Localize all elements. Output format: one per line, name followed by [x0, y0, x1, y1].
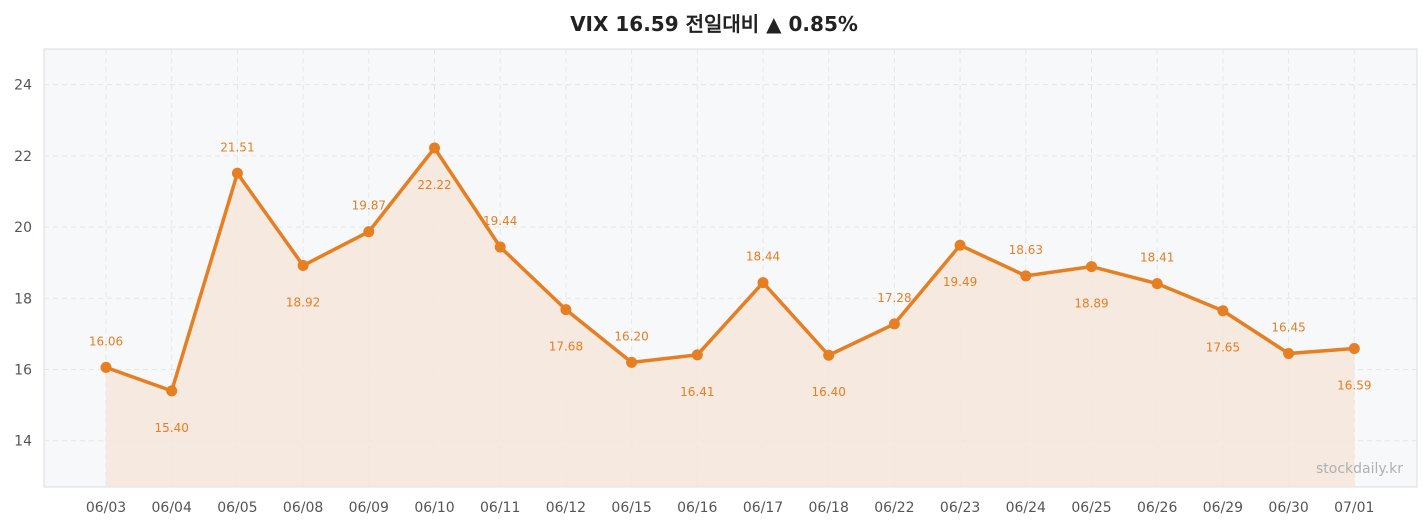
data-point [100, 361, 112, 373]
chart-title: VIX 16.59 전일대비 ▲ 0.85% [570, 12, 858, 36]
x-tick-label: 06/10 [414, 500, 454, 516]
data-point [1217, 305, 1229, 317]
data-point [1151, 278, 1163, 290]
data-label: 21.51 [220, 140, 254, 154]
data-point [231, 167, 243, 179]
x-tick-label: 06/11 [480, 500, 520, 516]
data-label: 16.45 [1271, 320, 1305, 334]
x-tick-label: 06/26 [1137, 500, 1177, 516]
data-label: 22.22 [417, 178, 451, 192]
data-point [954, 239, 966, 251]
data-labels: 16.06 15.40 21.51 18.92 19.87 22.22 19.44 17.68… [89, 140, 1372, 435]
data-label: 16.59 [1337, 378, 1371, 392]
watermark: stockdaily.kr [1316, 461, 1403, 477]
x-tick-label: 07/01 [1334, 500, 1374, 516]
data-label: 17.68 [549, 340, 583, 354]
x-tick-label: 06/08 [283, 500, 323, 516]
y-tick-label: 20 [14, 220, 32, 236]
data-label: 19.44 [483, 214, 517, 228]
data-label: 15.40 [155, 421, 189, 435]
y-tick-label: 22 [14, 149, 32, 165]
x-axis-ticks: 06/03 06/04 06/05 06/08 06/09 06/10 06/11 06/12… [86, 500, 1375, 516]
data-point [626, 356, 638, 368]
x-tick-label: 06/18 [809, 500, 849, 516]
x-tick-label: 06/16 [677, 500, 717, 516]
x-tick-label: 06/04 [152, 500, 192, 516]
x-tick-label: 06/17 [743, 500, 783, 516]
data-point [1348, 342, 1360, 354]
y-axis-ticks: 14 16 18 20 22 24 [14, 78, 32, 450]
data-point [1020, 270, 1032, 282]
series-line [105, 146, 1355, 393]
x-tick-label: 06/09 [349, 500, 389, 516]
data-point [363, 226, 375, 238]
y-tick-label: 16 [14, 362, 32, 378]
data-label: 16.20 [614, 329, 648, 343]
x-tick-label: 06/30 [1268, 500, 1308, 516]
y-tick-label: 14 [14, 434, 32, 450]
y-tick-label: 18 [14, 291, 32, 307]
data-point [1086, 261, 1097, 273]
data-point [888, 318, 900, 330]
data-point [1283, 347, 1295, 359]
data-label: 18.92 [286, 296, 320, 310]
data-point [494, 241, 506, 253]
data-point [560, 304, 572, 316]
data-point [166, 385, 178, 397]
data-label: 16.40 [812, 385, 846, 399]
x-tick-label: 06/03 [86, 500, 126, 516]
x-tick-label: 06/15 [611, 500, 651, 516]
data-point [823, 349, 835, 361]
data-label: 19.49 [943, 275, 977, 289]
data-point [757, 277, 769, 289]
data-point [691, 349, 703, 361]
data-label: 19.87 [352, 199, 386, 213]
x-tick-label: 06/23 [940, 500, 980, 516]
y-tick-label: 24 [14, 78, 32, 94]
data-label: 18.63 [1009, 243, 1043, 257]
x-tick-label: 06/05 [217, 500, 257, 516]
x-tick-label: 06/29 [1203, 500, 1243, 516]
data-label: 17.28 [877, 291, 911, 305]
data-label: 18.41 [1140, 251, 1174, 265]
data-label: 18.44 [746, 250, 780, 264]
x-tick-label: 06/25 [1071, 500, 1111, 516]
x-tick-label: 06/24 [1006, 500, 1046, 516]
data-label: 16.06 [89, 334, 123, 348]
data-label: 18.89 [1074, 297, 1108, 311]
area-fill [106, 147, 1355, 487]
data-label: 16.41 [680, 385, 714, 399]
data-point [429, 142, 440, 154]
data-point [297, 260, 309, 272]
x-tick-label: 06/12 [546, 500, 586, 516]
x-tick-label: 06/22 [874, 500, 914, 516]
data-label: 17.65 [1206, 341, 1240, 355]
data-points [100, 142, 1360, 397]
